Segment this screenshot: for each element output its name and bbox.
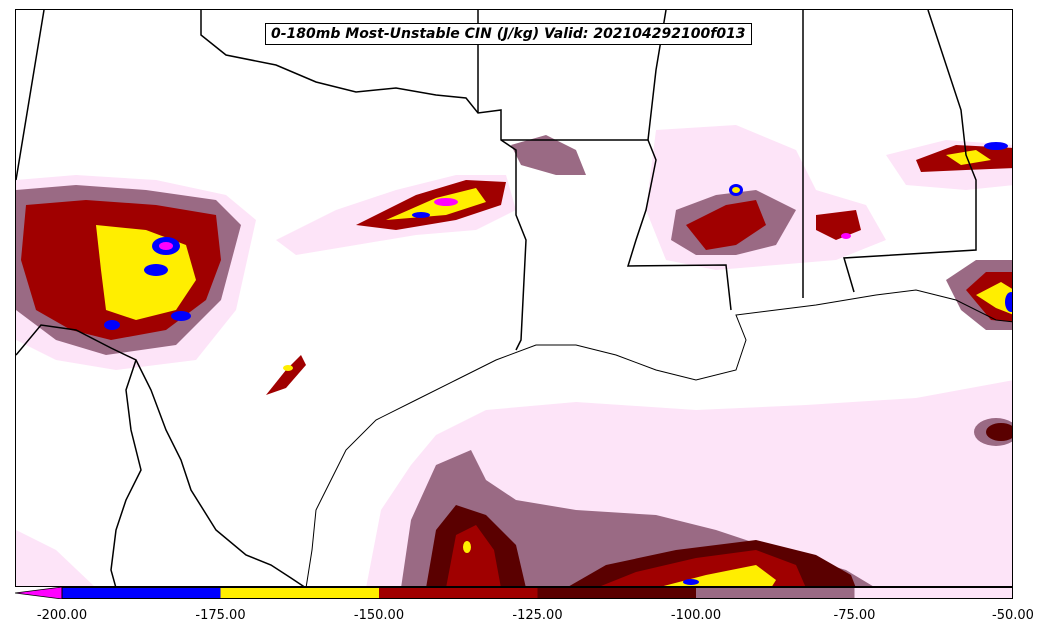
colorbar-bin-0 xyxy=(62,587,221,599)
colorbar-tick-label: -50.00 xyxy=(992,608,1034,623)
colorbar-tick-label: -175.00 xyxy=(195,608,246,623)
cin-streak-core xyxy=(283,365,293,371)
gulf-cin-field xyxy=(16,380,1012,586)
red-river-cin-band xyxy=(276,135,586,255)
colorbar-bin-3 xyxy=(537,587,696,599)
colorbar-tick-label: -150.00 xyxy=(353,608,405,623)
colorbar-svg xyxy=(15,587,1013,599)
colorbar-tick-label: -200.00 xyxy=(36,608,88,623)
map-title: 0-180mb Most-Unstable CIN (J/kg) Valid: … xyxy=(265,23,752,45)
map-panel: 0-180mb Most-Unstable CIN (J/kg) Valid: … xyxy=(15,9,1013,587)
colorbar-bin-2 xyxy=(379,587,538,599)
colorbar-tick-label: -125.00 xyxy=(512,608,563,623)
colorbar-bin-5 xyxy=(854,587,1013,599)
colorbar-bin-1 xyxy=(220,587,379,599)
colorbar-bin-4 xyxy=(696,587,855,599)
west-cin-field xyxy=(16,175,256,370)
cin-streak xyxy=(266,355,306,395)
coastline xyxy=(305,289,1012,586)
colorbar-tick-label: -75.00 xyxy=(833,608,876,623)
colorbar-border xyxy=(61,587,1013,599)
cin-map xyxy=(16,10,1012,586)
colorbar-extend-min xyxy=(15,587,63,599)
colorbar-tick-label: -100.00 xyxy=(670,608,722,623)
southeast-cin-field xyxy=(646,125,1012,330)
